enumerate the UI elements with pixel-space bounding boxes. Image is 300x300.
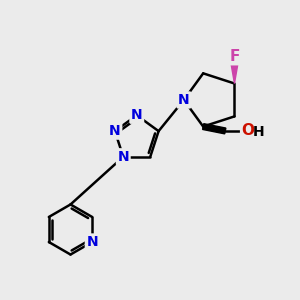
Text: N: N — [117, 150, 129, 164]
Text: O: O — [242, 124, 255, 139]
Polygon shape — [231, 61, 238, 83]
Text: N: N — [86, 235, 98, 249]
Text: H: H — [252, 125, 264, 140]
Text: N: N — [109, 124, 121, 138]
Text: N: N — [131, 108, 142, 122]
Text: F: F — [229, 49, 240, 64]
Text: N: N — [178, 93, 190, 107]
Polygon shape — [202, 124, 226, 134]
